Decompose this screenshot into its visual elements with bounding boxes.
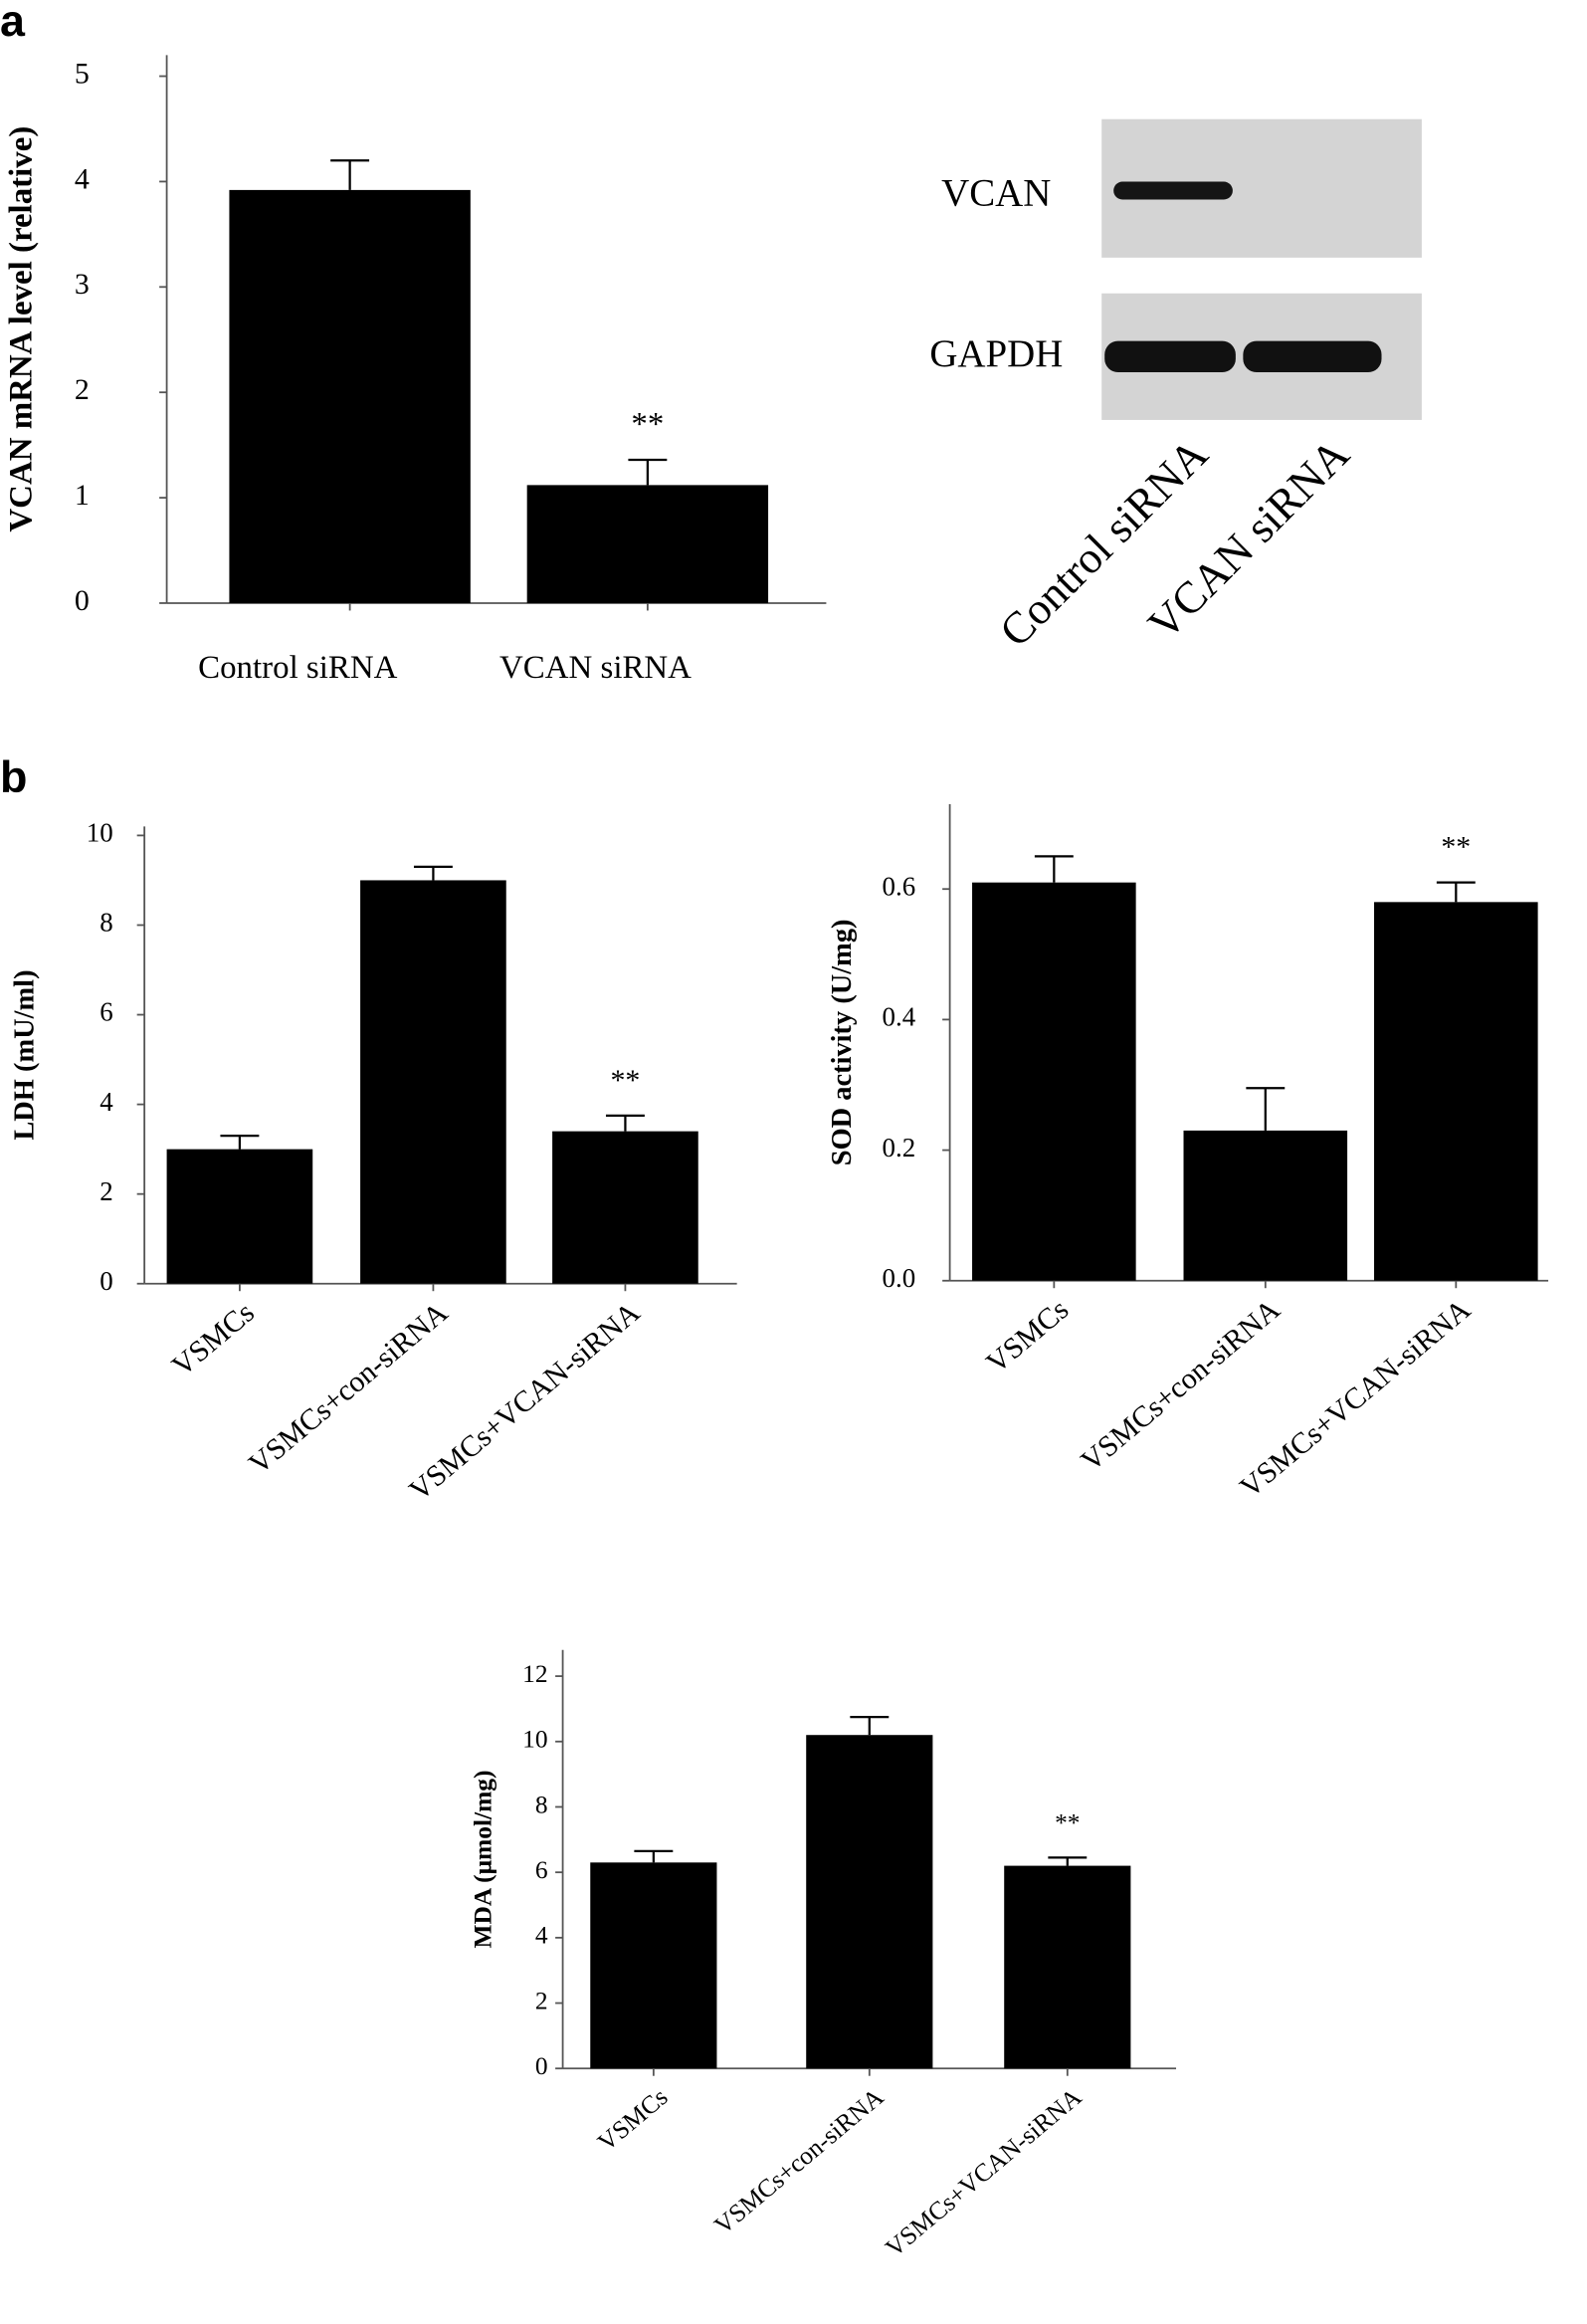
bar [806, 1735, 933, 2069]
bar [1183, 1130, 1348, 1281]
bar [360, 880, 506, 1284]
y-tick-label: 0.4 [883, 1002, 916, 1032]
x-tick-label: VSMCs [980, 1293, 1075, 1379]
y-tick-label: 0.6 [883, 871, 916, 901]
x-tick-label: VSMCs+con-siRNA [243, 1296, 455, 1481]
x-tick-label: Control siRNA [198, 650, 397, 686]
y-tick-label: 4 [535, 1921, 548, 1950]
y-tick-label: 4 [75, 162, 90, 195]
blot-band [1104, 340, 1236, 373]
y-tick-label: 0.2 [883, 1133, 916, 1162]
blot-row-label: GAPDH [929, 332, 1063, 375]
y-tick-label: 8 [99, 908, 112, 938]
y-tick-label: 10 [87, 818, 113, 848]
x-tick-label: VSMCs+VCAN-siRNA [880, 2082, 1088, 2263]
y-axis-label: MDA (μmol/mg) [469, 1771, 497, 1949]
x-tick-label: VSMCs+con-siRNA [708, 2082, 890, 2240]
y-tick-label: 0.0 [883, 1263, 916, 1293]
y-tick-label: 4 [99, 1087, 113, 1117]
significance-label: ** [610, 1064, 640, 1097]
y-tick-label: 0 [75, 584, 90, 617]
bar [590, 1862, 717, 2069]
bar [166, 1149, 313, 1284]
bar [972, 882, 1136, 1281]
y-axis-label: VCAN mRNA level (relative) [4, 126, 40, 532]
x-tick-label: VCAN siRNA [499, 650, 692, 686]
bar [1004, 1865, 1131, 2069]
panel-label: a [0, 0, 26, 46]
bar [1374, 902, 1538, 1281]
y-tick-label: 5 [75, 57, 90, 90]
y-tick-label: 0 [99, 1266, 112, 1296]
y-tick-label: 6 [99, 997, 112, 1027]
y-tick-label: 2 [99, 1176, 112, 1206]
y-axis-label: LDH (mU/ml) [9, 969, 40, 1140]
y-tick-label: 2 [535, 1986, 548, 2014]
x-tick-label: VSMCs [592, 2082, 673, 2157]
x-tick-label: VSMCs [166, 1296, 261, 1382]
western-blot: VCAN GAPDH Control siRNA VCAN siRNA [929, 118, 1422, 656]
y-tick-label: 2 [75, 373, 90, 406]
x-tick-label: VSMCs+con-siRNA [1075, 1293, 1287, 1478]
y-tick-label: 1 [75, 479, 90, 512]
y-tick-label: 0 [535, 2051, 548, 2080]
bar [552, 1131, 698, 1284]
blot-band [1243, 340, 1382, 373]
bar [229, 189, 471, 603]
significance-label: ** [1055, 1807, 1080, 1836]
panel-label: b [0, 751, 27, 802]
y-tick-label: 12 [522, 1659, 547, 1688]
y-tick-label: 8 [535, 1790, 548, 1818]
blot-band [1113, 181, 1233, 200]
significance-label: ** [1441, 831, 1471, 864]
y-tick-label: 6 [535, 1855, 548, 1884]
bar [526, 485, 769, 603]
y-axis-label: SOD activity (U/mg) [827, 919, 858, 1165]
y-tick-label: 10 [522, 1725, 547, 1754]
significance-label: ** [631, 407, 664, 443]
y-tick-label: 3 [75, 268, 90, 301]
blot-row-label: VCAN [941, 171, 1051, 214]
